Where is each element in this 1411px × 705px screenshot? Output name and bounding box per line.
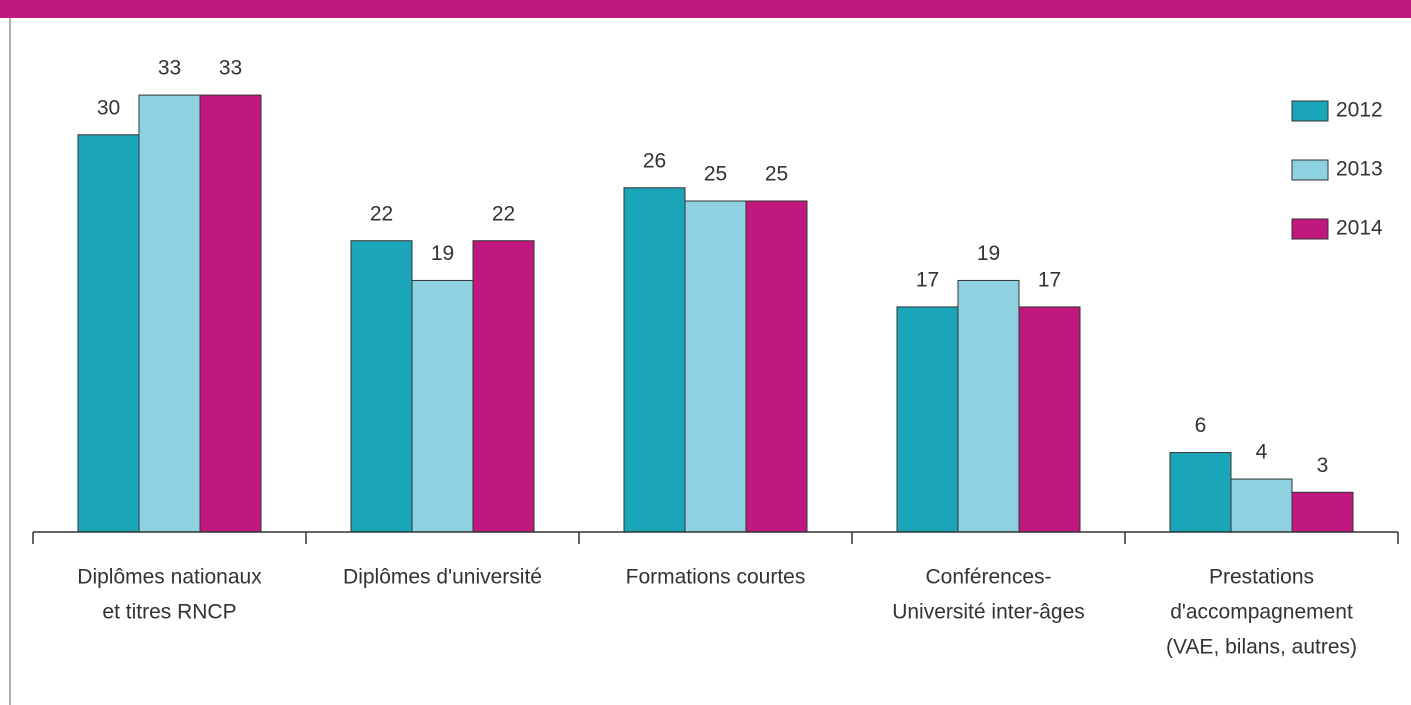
- bar: [77, 134, 140, 533]
- bar: [199, 94, 262, 533]
- legend-label: 2014: [1336, 217, 1383, 240]
- bar: [1230, 478, 1293, 533]
- bar: [1169, 452, 1232, 533]
- legend-swatch: [1291, 218, 1329, 240]
- x-tick-label: Prestations: [1209, 566, 1314, 589]
- value-label: 17: [1038, 268, 1061, 291]
- value-label: 22: [370, 202, 393, 225]
- legend-swatch: [1291, 100, 1329, 122]
- bar: [745, 200, 808, 533]
- bar: [350, 240, 413, 533]
- x-tick-label: et titres RNCP: [102, 601, 236, 624]
- value-label: 19: [431, 242, 454, 265]
- value-label: 25: [704, 163, 727, 186]
- bar: [957, 279, 1020, 533]
- value-label: 17: [916, 268, 939, 291]
- bar: [1291, 491, 1354, 533]
- x-tick-label: d'accompagnement: [1170, 601, 1353, 624]
- value-label: 22: [492, 202, 515, 225]
- x-tick-label: Diplômes nationaux: [77, 566, 262, 589]
- value-label: 33: [158, 57, 181, 80]
- x-tick-label: Conférences-: [925, 566, 1051, 589]
- value-label: 33: [219, 57, 242, 80]
- x-tick-label: (VAE, bilans, autres): [1166, 636, 1357, 659]
- bar: [138, 94, 201, 533]
- value-label: 30: [97, 96, 120, 119]
- legend-label: 2013: [1336, 158, 1383, 181]
- bar: [684, 200, 747, 533]
- value-label: 6: [1195, 414, 1207, 437]
- bar: [1018, 306, 1081, 533]
- bar: [472, 240, 535, 533]
- value-label: 19: [977, 242, 1000, 265]
- bar: [623, 187, 686, 533]
- x-tick-label: Formations courtes: [626, 566, 806, 589]
- value-label: 3: [1317, 454, 1329, 477]
- top-bar: [0, 0, 1411, 18]
- x-tick-label: Diplômes d'université: [343, 566, 542, 589]
- x-tick-label: Université inter-âges: [892, 601, 1085, 624]
- value-label: 25: [765, 163, 788, 186]
- bar: [896, 306, 959, 533]
- value-label: 26: [643, 149, 666, 172]
- bar: [411, 279, 474, 533]
- legend-swatch: [1291, 159, 1329, 181]
- legend-label: 2012: [1336, 99, 1383, 122]
- value-label: 4: [1256, 441, 1268, 464]
